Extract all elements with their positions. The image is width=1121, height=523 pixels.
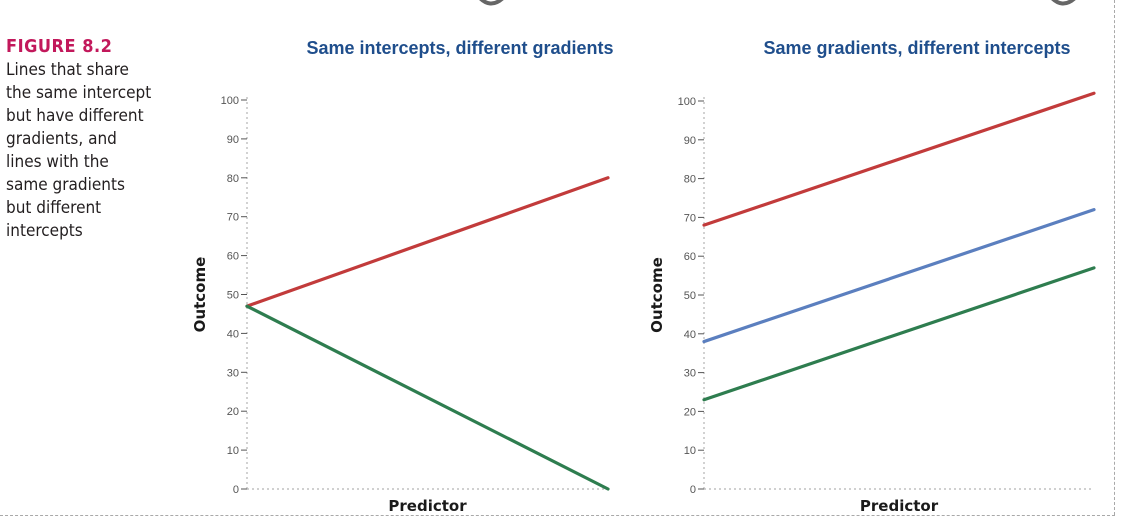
chart-left-series-line-2 — [245, 304, 610, 491]
frame-border-right — [1114, 0, 1115, 515]
chart-right-ytick-label: 80 — [684, 174, 696, 186]
chart-right-ytick-label: 20 — [684, 406, 696, 418]
chart-title-right: Same gradients, different intercepts — [763, 38, 1071, 58]
chart-right-series-line-3 — [702, 266, 1096, 402]
chart-right-ytick-label: 50 — [684, 290, 696, 302]
chart-left-ytick-label: 20 — [227, 406, 239, 418]
chart-right-ytick-label: 0 — [690, 484, 696, 496]
chart-left-ylabel: Outcome — [191, 257, 209, 333]
chart-left-ytick-label: 40 — [227, 328, 239, 340]
chart-left-series-line-1 — [245, 176, 610, 308]
chart-left-ytick-label: 100 — [221, 95, 239, 107]
figure-caption-text: Lines that share the same intercept but … — [6, 60, 152, 241]
chart-right-series-line-2 — [702, 208, 1096, 344]
chart-right-xlabel: Predictor — [860, 497, 939, 515]
chart-left-ytick-label: 90 — [227, 134, 239, 146]
top-arc-left — [479, 0, 504, 6]
chart-left-ytick-label: 70 — [227, 212, 239, 224]
chart-title-left: Same intercepts, different gradients — [306, 38, 614, 58]
chart-right-ytick-label: 30 — [684, 368, 696, 380]
chart-left-ytick-label: 80 — [227, 173, 239, 185]
chart-left-ytick-label: 0 — [233, 484, 239, 496]
figure-caption: FIGURE 8.2 Lines that share the same int… — [6, 36, 156, 243]
chart-right-ytick-label: 10 — [684, 445, 696, 457]
frame-border-bottom — [0, 515, 1115, 516]
chart-right-series-line-1 — [702, 91, 1096, 227]
chart-right-ytick-label: 40 — [684, 329, 696, 341]
chart-left-ytick-label: 10 — [227, 445, 239, 457]
chart-right-ytick-label: 90 — [684, 135, 696, 147]
chart-left-xlabel: Predictor — [388, 497, 467, 515]
chart-right-ytick-label: 100 — [678, 96, 696, 108]
chart-right-ylabel: Outcome — [648, 257, 666, 333]
chart-right-ytick-label: 70 — [684, 212, 696, 224]
chart-right-ytick-label: 60 — [684, 251, 696, 263]
chart-left-ytick-label: 50 — [227, 290, 239, 302]
chart-left-ytick-label: 30 — [227, 367, 239, 379]
figure-label: FIGURE 8.2 — [6, 36, 113, 57]
chart-left-ytick-label: 60 — [227, 251, 239, 263]
top-arc-right — [1051, 0, 1076, 6]
